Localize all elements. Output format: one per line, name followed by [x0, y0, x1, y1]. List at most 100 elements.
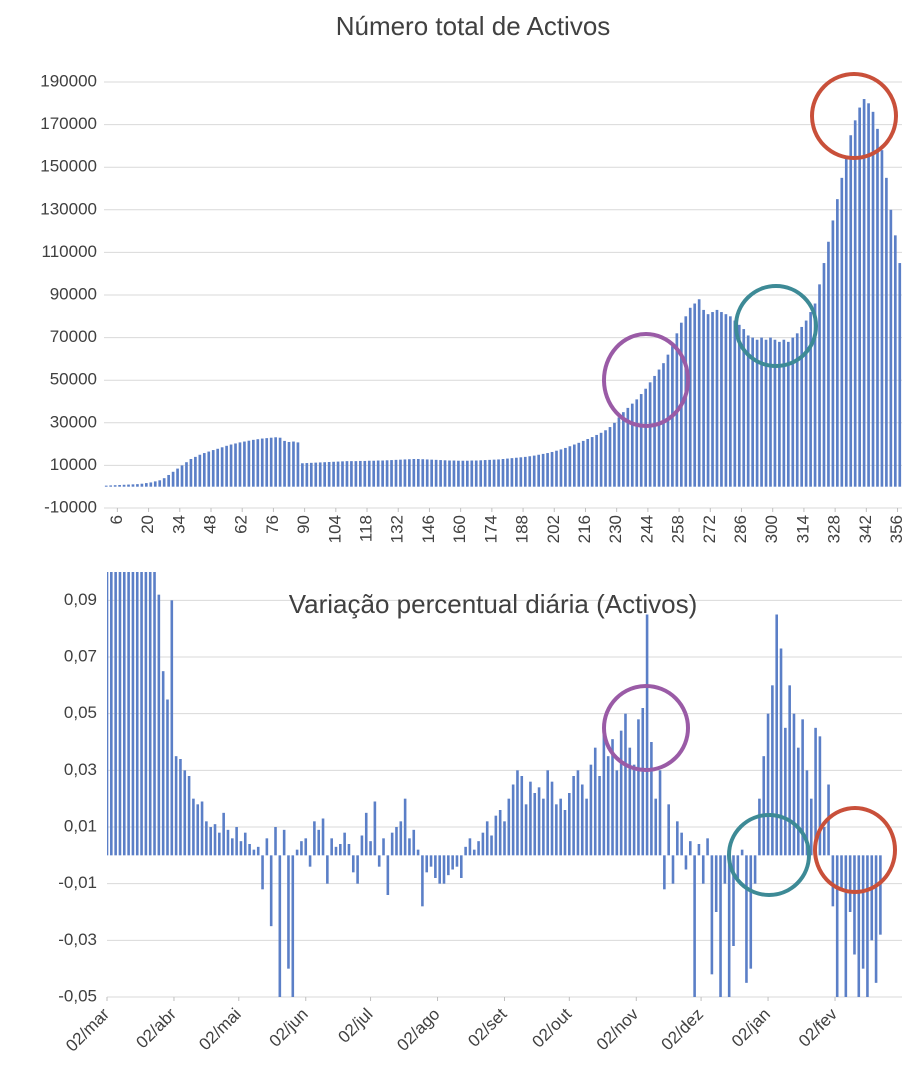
bar	[619, 730, 623, 856]
bar	[451, 855, 454, 870]
bar	[327, 461, 331, 487]
bar	[171, 471, 175, 487]
bar	[347, 844, 351, 856]
x-tick-label: 6	[107, 515, 126, 524]
bar	[715, 309, 719, 487]
bar	[149, 482, 153, 487]
x-tick-label: 342	[856, 515, 875, 543]
bar	[464, 846, 467, 856]
bar	[520, 776, 524, 856]
bar	[497, 459, 500, 487]
bar	[800, 326, 804, 487]
bar	[211, 450, 215, 487]
bar	[866, 855, 869, 997]
x-tick-label: 258	[669, 515, 688, 543]
bar	[710, 855, 714, 975]
bar	[369, 841, 372, 856]
bar	[448, 460, 451, 487]
bar	[786, 341, 790, 487]
bar	[153, 481, 157, 487]
bar	[733, 320, 737, 487]
bar	[653, 375, 656, 487]
bar	[176, 468, 179, 487]
y-tick-label: -0,01	[58, 873, 97, 892]
bar	[577, 442, 581, 487]
bar	[727, 855, 731, 997]
x-tick-label: 160	[450, 515, 469, 543]
bar	[764, 339, 768, 487]
bar	[455, 855, 459, 867]
bar	[693, 303, 697, 487]
y-tick-label: 150000	[40, 157, 97, 176]
bar	[585, 798, 588, 856]
bar	[858, 107, 861, 487]
bar	[403, 798, 407, 856]
bar	[135, 572, 139, 856]
bar	[239, 841, 243, 856]
bar	[580, 784, 584, 856]
x-tick-label: 02/jan	[728, 1005, 774, 1051]
x-tick-label: 02/set	[464, 1004, 510, 1050]
bar	[797, 747, 800, 856]
y-tick-label: 50000	[50, 370, 97, 389]
bar	[317, 829, 321, 856]
bar	[501, 459, 505, 487]
bar	[269, 437, 273, 487]
bar	[576, 770, 580, 856]
bar	[158, 480, 162, 487]
annotation-circle	[734, 284, 818, 368]
bar	[218, 832, 221, 856]
bar	[542, 798, 545, 856]
y-tick-label: 130000	[40, 199, 97, 218]
bar	[779, 648, 783, 856]
bar	[611, 739, 614, 856]
bar	[326, 855, 329, 884]
bar	[876, 128, 879, 487]
bar	[185, 462, 188, 487]
bar	[330, 838, 333, 856]
bar	[831, 855, 835, 907]
bar	[628, 747, 632, 856]
bar	[343, 832, 346, 856]
bar	[795, 333, 799, 487]
x-tick-label: 02/mar	[62, 1004, 113, 1055]
bar	[809, 312, 812, 487]
bar	[354, 461, 358, 487]
bar	[498, 810, 502, 856]
bar	[515, 457, 518, 487]
bar	[736, 855, 740, 878]
bar	[198, 454, 202, 487]
bar	[742, 329, 746, 487]
bar	[416, 459, 420, 487]
bars	[104, 99, 902, 487]
x-tick-label: 34	[169, 515, 188, 534]
bar	[235, 827, 238, 856]
y-tick-label: 10000	[50, 455, 97, 474]
bar	[157, 594, 161, 856]
y-tick-label: 0,01	[64, 816, 97, 835]
x-tick-label: 300	[762, 515, 781, 543]
bar	[110, 572, 113, 856]
bar	[778, 341, 781, 487]
bar	[516, 770, 519, 856]
bar	[805, 770, 809, 856]
bar	[758, 798, 761, 856]
bar	[202, 453, 206, 487]
bar	[693, 855, 696, 997]
bar	[650, 742, 653, 856]
bar	[893, 235, 897, 487]
bar	[550, 781, 554, 856]
bar	[568, 793, 571, 856]
x-tick-label: 104	[325, 515, 344, 543]
bar	[390, 460, 393, 487]
y-tick-label: 190000	[40, 71, 97, 90]
bar	[827, 241, 830, 487]
bar	[697, 299, 701, 487]
bar	[613, 422, 616, 487]
y-tick-label: -0,05	[58, 986, 97, 1005]
bar	[207, 451, 211, 487]
bar	[140, 572, 143, 856]
x-tick-label: 230	[606, 515, 625, 543]
bar	[835, 855, 839, 997]
